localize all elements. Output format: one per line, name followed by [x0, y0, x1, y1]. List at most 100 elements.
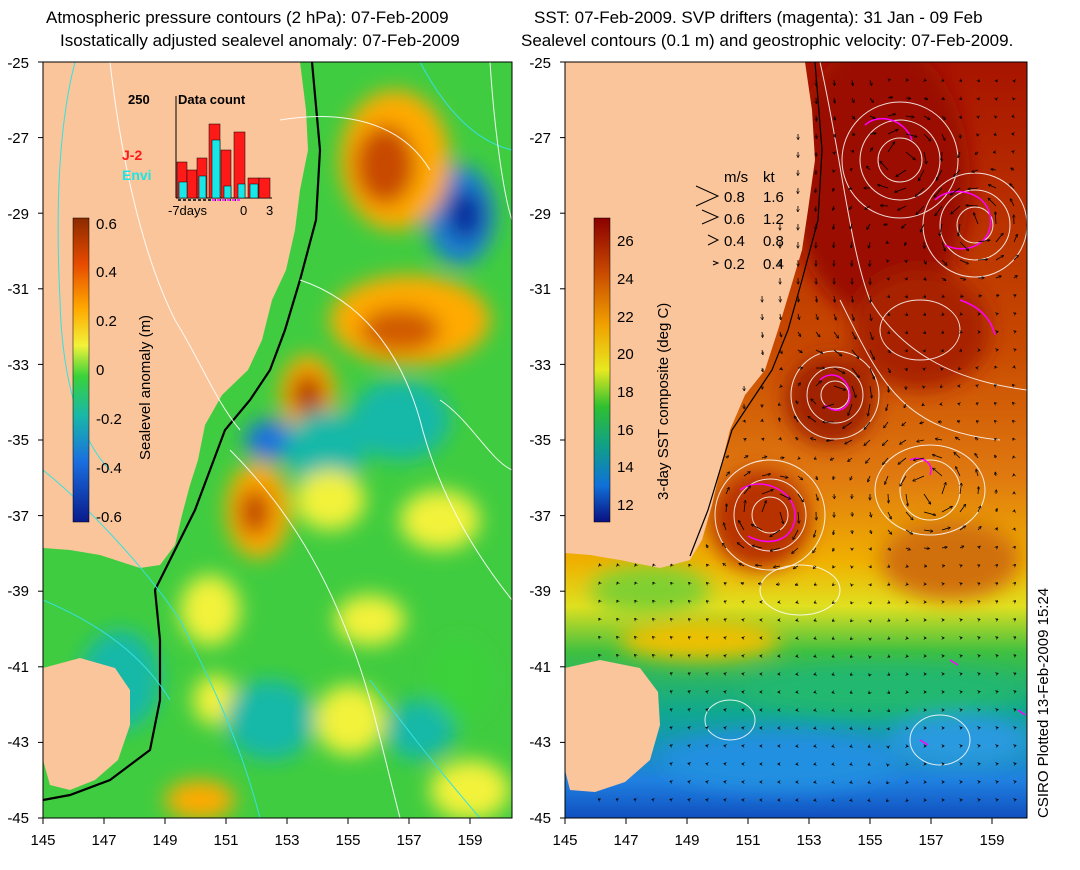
- velocity-arrow: [996, 619, 998, 620]
- lon-label: 155: [857, 832, 882, 849]
- velocity-arrow: [849, 188, 853, 189]
- velocity-arrow: [868, 728, 870, 729]
- velocity-arrow: [725, 488, 729, 495]
- lon-label: 145: [552, 832, 577, 849]
- lon-label: 147: [613, 832, 638, 849]
- velocity-arrow: [942, 98, 944, 100]
- velocity-arrow: [671, 601, 672, 602]
- lat-label: -43: [7, 734, 29, 751]
- velocity-arrow: [688, 781, 690, 782]
- velocity-arrow: [867, 166, 871, 171]
- velocity-arrow: [851, 385, 856, 397]
- velocity-arrow: [599, 618, 600, 620]
- velocity-arrow: [958, 151, 961, 157]
- velocity-arrow: [883, 439, 889, 445]
- velocity-arrow: [923, 98, 928, 99]
- cb-tick: 22: [617, 309, 634, 326]
- lon-label: 149: [152, 832, 177, 849]
- velocity-arrow: [942, 332, 944, 333]
- velocity-arrow: [936, 169, 943, 180]
- velocity-arrow: [724, 637, 726, 638]
- velocity-arrow: [941, 259, 947, 265]
- velocity-arrow: [850, 169, 852, 170]
- data-count-inset: 250 Data count J-2 Envi -7days 0 3: [122, 92, 273, 218]
- velocity-arrow: [851, 602, 852, 604]
- velocity-arrow: [1014, 709, 1016, 710]
- velocity-arrow: [726, 456, 728, 458]
- velocity-arrow: [814, 529, 817, 537]
- velocity-arrow: [906, 800, 908, 801]
- velocity-arrow: [905, 493, 908, 506]
- velocity-arrow: [968, 188, 979, 189]
- velocity-arrow: [888, 385, 889, 392]
- velocity-arrow: [1013, 255, 1018, 261]
- velocity-arrow: [852, 295, 853, 302]
- velocity-arrow: [906, 566, 908, 567]
- cb-tick: 12: [617, 497, 634, 514]
- velocity-arrow: [724, 619, 726, 620]
- inset-xlabel: 0: [240, 203, 247, 218]
- velocity-arrow: [933, 455, 943, 459]
- velocity-arrow: [793, 565, 799, 569]
- velocity-arrow: [870, 511, 871, 517]
- velocity-arrow: [850, 782, 852, 783]
- velocity-arrow: [917, 440, 925, 442]
- velocity-arrow: [762, 367, 763, 372]
- velocity-arrow: [996, 546, 997, 548]
- velocity-arrow: [796, 602, 798, 603]
- velocity-arrow: [978, 655, 980, 656]
- cb-tick: 0: [96, 362, 104, 379]
- velocity-arrow: [869, 97, 873, 102]
- velocity-arrow: [851, 638, 852, 639]
- tasmania-right: [565, 660, 660, 792]
- velocity-arrow: [923, 530, 933, 531]
- velocity-arrow: [869, 710, 870, 711]
- velocity-arrow: [850, 764, 852, 765]
- velocity-arrow: [941, 547, 947, 548]
- velocity-arrow: [761, 490, 773, 495]
- velocity-arrow: [869, 692, 870, 694]
- velocity-arrow: [833, 170, 834, 172]
- velocity-arrow: [975, 438, 978, 440]
- velocity-arrow: [780, 313, 781, 319]
- velocity-arrow: [960, 583, 962, 584]
- velocity-arrow: [957, 421, 960, 422]
- velocity-arrow: [780, 438, 781, 440]
- velocity-arrow: [895, 187, 907, 192]
- velocity-arrow: [798, 295, 799, 302]
- velocity-arrow: [886, 403, 889, 410]
- cb-tick: 0.4: [96, 264, 117, 281]
- cb-tick: 26: [617, 233, 634, 250]
- legend-kt: 0.8: [763, 233, 784, 250]
- velocity-arrow: [724, 601, 726, 602]
- velocity-arrow: [653, 564, 654, 566]
- velocity-arrow: [995, 256, 1003, 261]
- velocity-arrow: [1010, 199, 1015, 207]
- velocity-arrow: [1014, 601, 1016, 602]
- velocity-arrow: [978, 583, 980, 584]
- velocity-arrow: [978, 619, 980, 620]
- velocity-arrow: [813, 547, 817, 553]
- velocity-arrow: [942, 350, 943, 352]
- velocity-arrow: [870, 529, 872, 533]
- velocity-arrow: [870, 602, 871, 604]
- sst-colorbar-ticks: 26 24 22 20 18 16 14 12: [617, 233, 634, 514]
- velocity-arrow: [743, 472, 750, 477]
- velocity-arrow: [832, 674, 834, 675]
- velocity-arrow: [798, 511, 799, 523]
- lat-label: -27: [7, 130, 29, 147]
- velocity-legend: m/s kt 0.8 1.6 0.6 1.2 0.4 0.8 0.2 0.4: [695, 169, 784, 273]
- velocity-arrow: [942, 314, 944, 315]
- velocity-arrow: [886, 242, 888, 243]
- velocity-arrow: [843, 421, 853, 428]
- velocity-arrow: [599, 582, 600, 584]
- velocity-arrow: [833, 205, 834, 210]
- velocity-arrow: [920, 422, 925, 423]
- velocity-arrow: [870, 620, 871, 622]
- velocity-arrow: [851, 367, 859, 378]
- legend-arrow-icon: [712, 260, 720, 266]
- velocity-arrow: [923, 115, 930, 119]
- velocity-arrow: [851, 115, 855, 119]
- velocity-arrow: [706, 727, 708, 728]
- velocity-arrow: [798, 458, 800, 459]
